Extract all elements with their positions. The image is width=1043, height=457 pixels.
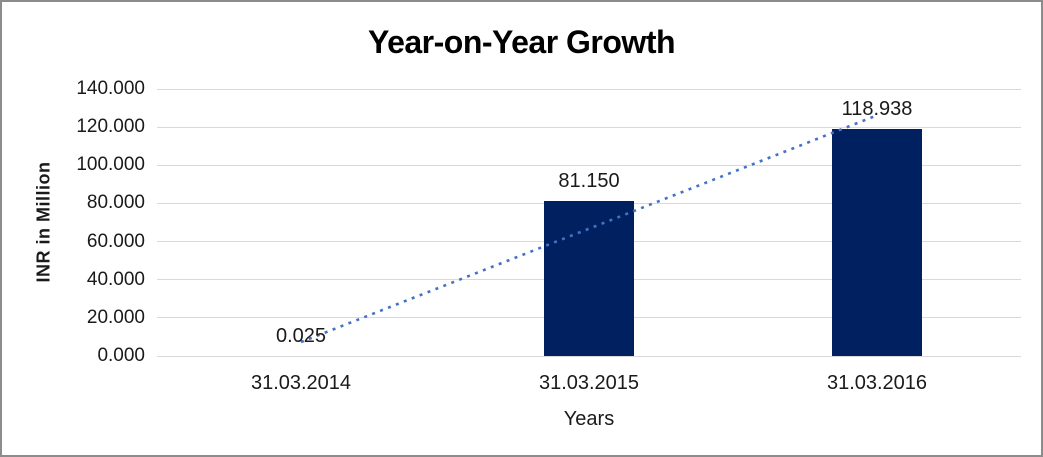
- y-tick-label: 40.000: [86, 268, 145, 290]
- y-tick-label: 80.000: [86, 192, 145, 214]
- y-axis-ticks: 0.000 20.000 40.000 60.000 80.000 100.000 120.…: [2, 78, 145, 366]
- chart-title: Year-on-Year Growth: [367, 24, 676, 60]
- y-tick-label: 60.000: [86, 230, 145, 252]
- data-label: 81.150: [558, 170, 620, 193]
- x-axis-title: Years: [563, 408, 615, 430]
- bar-31.03.2016[interactable]: [832, 129, 922, 356]
- gridline: [157, 355, 1021, 357]
- data-label: 118.938: [841, 98, 913, 121]
- gridline: [157, 126, 1021, 128]
- x-axis-ticks: 31.03.2014 31.03.2015 31.03.2016: [157, 372, 1021, 396]
- x-tick-label: 31.03.2015: [538, 372, 640, 394]
- x-tick-label: 31.03.2014: [250, 372, 352, 394]
- gridline: [157, 88, 1021, 90]
- data-label: 0.025: [275, 324, 327, 347]
- y-tick-label: 0.000: [97, 345, 145, 366]
- y-tick-label: 20.000: [86, 306, 145, 328]
- x-tick-label: 31.03.2016: [826, 372, 928, 394]
- y-tick-label: 140.000: [76, 78, 145, 99]
- plot-area: 0.025 81.150 118.938: [157, 88, 1021, 357]
- trendline[interactable]: [300, 114, 878, 344]
- bar-31.03.2015[interactable]: [544, 201, 634, 356]
- gridline: [157, 164, 1021, 166]
- trendline-layer: [300, 114, 878, 344]
- y-tick-label: 120.000: [76, 116, 145, 138]
- y-tick-label: 100.000: [76, 154, 145, 176]
